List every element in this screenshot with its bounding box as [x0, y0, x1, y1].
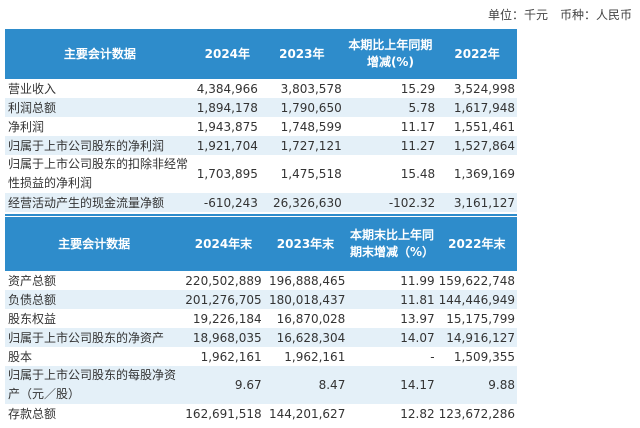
cell-value: 1,475,518 — [280, 166, 342, 181]
cell-value: 180,018,437 — [263, 290, 348, 309]
table-row: 归属于上市公司股东的净资产 18,968,035 16,628,304 14.07 14… — [5, 328, 517, 347]
table-header-row: 主要会计数据 2024年末 2023年末 本期末比上年同期末增减（%） 2022… — [5, 217, 517, 271]
cell-value: 14.17 — [347, 366, 437, 404]
header-2023-end: 2023年末 — [263, 217, 348, 271]
row-label: 营业收入 — [8, 82, 57, 96]
cell-value: 159,622,748 — [438, 273, 515, 288]
cell-value: 196,888,465 — [268, 273, 346, 288]
cell-value: 8.47 — [263, 366, 348, 404]
cell-value: 11.81 — [347, 290, 437, 309]
cell-value: 16,870,028 — [276, 311, 346, 326]
cell-value: 14.07 — [347, 328, 437, 347]
header-2024: 2024年 — [194, 29, 260, 79]
balance-data-table: 主要会计数据 2024年末 2023年末 本期末比上年同期末增减（%） 2022… — [5, 217, 517, 423]
cell-value: 9.88 — [436, 366, 517, 404]
table-row: 归属于上市公司股东的扣除非经常性损益的净利润 1,703,895 1,475,518… — [5, 155, 517, 193]
header-change: 本期比上年同期增减(%) — [343, 29, 438, 79]
table-row: 存款总额 162,691,518 144,201,627 12.82 123,672,2… — [5, 404, 517, 423]
cell-value: 220,502,889 — [185, 273, 262, 288]
cell-value: -610,243 — [194, 193, 260, 212]
header-2022-end: 2022年末 — [436, 217, 517, 271]
cell-value: 1,617,948 — [437, 98, 517, 117]
row-label: 归属于上市公司股东的净利润 — [5, 136, 195, 155]
table-row: 净利润 1,943,875 1,748,599 11.17 1,551,461 — [5, 117, 517, 136]
header-item: 主要会计数据 — [5, 29, 195, 79]
table-row: 归属于上市公司股东的每股净资产（元／股） 9.67 8.47 14.17 9.88 — [5, 366, 517, 404]
cell-value: 1,943,875 — [196, 119, 258, 134]
cell-value: 15.29 — [400, 81, 436, 96]
cell-value: 1,551,461 — [453, 119, 515, 134]
cell-value: 14,916,127 — [436, 328, 517, 347]
cell-value: 1,727,121 — [259, 136, 344, 155]
cell-value: 15.48 — [400, 166, 436, 181]
table-header-row: 主要会计数据 2024年 2023年 本期比上年同期增减(%) 2022年 — [5, 29, 517, 79]
cell-value: 3,803,578 — [280, 81, 342, 96]
cell-value: 4,384,966 — [196, 81, 258, 96]
table-row: 利润总额 1,894,178 1,790,650 5.78 1,617,948 — [5, 98, 517, 117]
cell-value: 5.78 — [343, 98, 438, 117]
cell-value: - — [430, 349, 435, 364]
cell-value: 201,276,705 — [183, 290, 264, 309]
header-2022: 2022年 — [437, 29, 517, 79]
row-label: 负债总额 — [5, 290, 184, 309]
row-label: 归属于上市公司股东的净资产 — [5, 328, 184, 347]
row-label: 存款总额 — [8, 407, 57, 421]
cell-value: 26,326,630 — [259, 193, 344, 212]
cell-value: 11.17 — [400, 119, 436, 134]
header-change: 本期末比上年同期末增减（%） — [347, 217, 437, 271]
cell-value: 162,691,518 — [185, 406, 262, 421]
cell-value: -102.32 — [343, 193, 438, 212]
cell-value: 144,446,949 — [436, 290, 517, 309]
row-label: 利润总额 — [5, 98, 195, 117]
cell-value: 144,201,627 — [268, 406, 346, 421]
table-row: 资产总额 220,502,889 196,888,465 11.99 159,622,7… — [5, 271, 517, 290]
cell-value: 1,509,355 — [453, 349, 515, 364]
cell-value: 123,672,286 — [438, 406, 515, 421]
cell-value: 9.67 — [183, 366, 264, 404]
cell-value: 1,962,161 — [284, 349, 346, 364]
cell-value: 1,790,650 — [259, 98, 344, 117]
cell-value: 3,524,998 — [453, 81, 515, 96]
header-2024-end: 2024年末 — [183, 217, 264, 271]
cell-value: 18,968,035 — [183, 328, 264, 347]
row-label: 归属于上市公司股东的每股净资产（元／股） — [5, 366, 184, 404]
header-2023: 2023年 — [259, 29, 344, 79]
table-row: 股东权益 19,226,184 16,870,028 13.97 15,175,799 — [5, 309, 517, 328]
table-row: 经营活动产生的现金流量净额 -610,243 26,326,630 -102.32 3,… — [5, 193, 517, 212]
table-row: 股本 1,962,161 1,962,161 - 1,509,355 — [5, 347, 517, 366]
table-row: 营业收入 4,384,966 3,803,578 15.29 3,524,998 — [5, 79, 517, 98]
table-divider — [5, 214, 517, 216]
row-label: 股本 — [8, 350, 33, 364]
table-row: 归属于上市公司股东的净利润 1,921,704 1,727,121 11.27 1,52… — [5, 136, 517, 155]
cell-value: 3,161,127 — [437, 193, 517, 212]
row-label: 净利润 — [8, 120, 45, 134]
cell-value: 15,175,799 — [446, 311, 515, 326]
cell-value: 1,962,161 — [200, 349, 262, 364]
header-item: 主要会计数据 — [5, 217, 184, 271]
unit-currency-note: 单位：千元 币种：人民币 — [487, 8, 632, 22]
cell-value: 11.99 — [400, 273, 435, 288]
cell-value: 1,921,704 — [194, 136, 260, 155]
row-label: 经营活动产生的现金流量净额 — [5, 193, 195, 212]
cell-value: 19,226,184 — [192, 311, 262, 326]
cell-value: 1,894,178 — [194, 98, 260, 117]
cell-value: 11.27 — [343, 136, 438, 155]
row-label: 资产总额 — [8, 274, 57, 288]
income-data-table: 主要会计数据 2024年 2023年 本期比上年同期增减(%) 2022年 营业… — [5, 29, 517, 212]
row-label: 归属于上市公司股东的扣除非经常性损益的净利润 — [8, 157, 189, 190]
cell-value: 16,628,304 — [263, 328, 348, 347]
cell-value: 1,703,895 — [196, 166, 258, 181]
cell-value: 1,748,599 — [280, 119, 342, 134]
cell-value: 13.97 — [400, 311, 435, 326]
table-row: 负债总额 201,276,705 180,018,437 11.81 144,446,9… — [5, 290, 517, 309]
cell-value: 12.82 — [400, 406, 435, 421]
cell-value: 1,527,864 — [437, 136, 517, 155]
row-label: 股东权益 — [8, 312, 57, 326]
cell-value: 1,369,169 — [453, 166, 515, 181]
